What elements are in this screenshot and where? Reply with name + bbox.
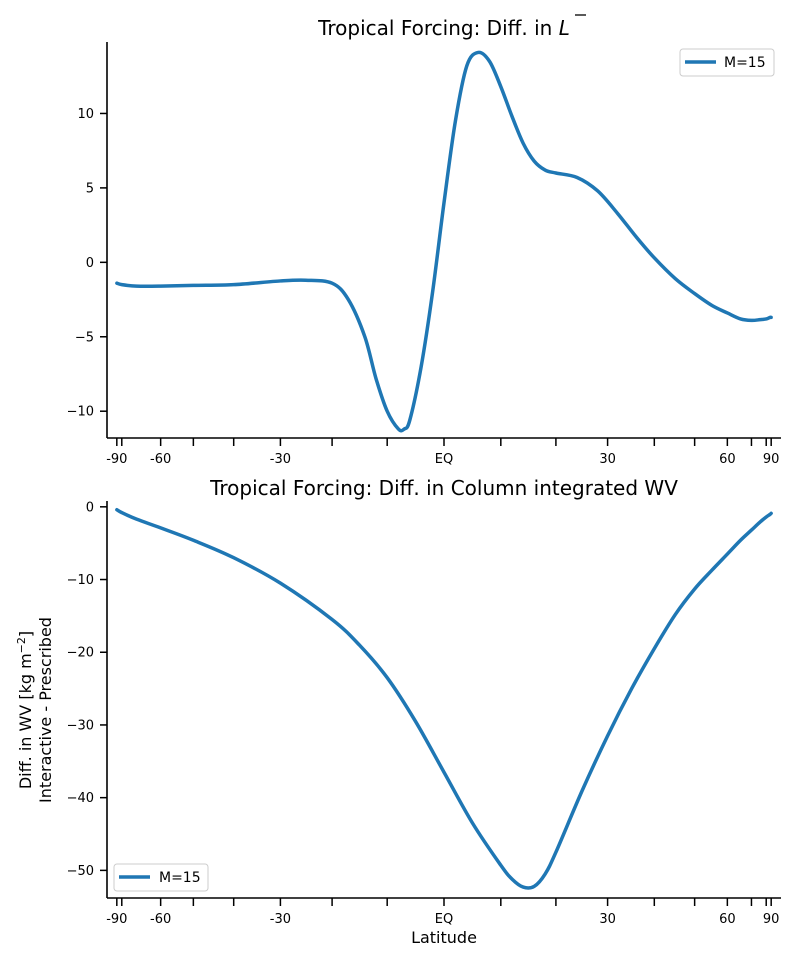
ylabel-part-b: ] <box>16 631 35 637</box>
bottom-legend: M=15 <box>113 863 209 892</box>
x-tick-label: -30 <box>270 912 291 927</box>
bottom-x-ticks: -90 -60 -30 EQ 30 60 90 <box>106 898 779 927</box>
ylabel-exponent: −2 <box>15 637 28 653</box>
panel-bottom: Tropical Forcing: Diff. in Column integr… <box>15 476 781 947</box>
x-tick-label: 90 <box>763 912 780 927</box>
x-tick-label: 60 <box>719 452 736 467</box>
x-tick-label: -90 <box>106 452 127 467</box>
x-tick-label: EQ <box>435 912 453 927</box>
y-tick-label: 5 <box>86 181 94 196</box>
y-tick-label: −10 <box>67 405 94 420</box>
top-title-symbol: L <box>559 16 570 40</box>
bottom-legend-label: M=15 <box>159 870 201 886</box>
y-tick-label: 0 <box>86 500 94 515</box>
x-tick-label: 60 <box>719 912 736 927</box>
y-tick-label: −50 <box>67 864 94 879</box>
y-tick-label: 10 <box>77 107 94 122</box>
y-tick-label: −10 <box>67 573 94 588</box>
y-tick-label: −5 <box>75 330 94 345</box>
x-tick-label: 30 <box>599 452 616 467</box>
top-x-ticks: -90 -60 -30 EQ 30 60 90 <box>106 438 779 467</box>
bottom-x-axis-label: Latitude <box>411 928 477 947</box>
bottom-y-axis-label-line-2: Interactive - Prescribed <box>36 617 55 803</box>
y-tick-label: −20 <box>67 646 94 661</box>
bottom-y-axis-label: Diff. in WV [kg m−2] Interactive - Presc… <box>15 617 56 803</box>
top-title-text: Tropical Forcing: Diff. in <box>317 16 559 40</box>
x-tick-label: -90 <box>106 912 127 927</box>
bottom-y-axis-label-line-1: Diff. in WV [kg m−2] <box>15 631 36 789</box>
x-tick-label: -30 <box>270 452 291 467</box>
bottom-legend-box <box>113 863 209 892</box>
top-legend-label: M=15 <box>724 55 766 71</box>
bottom-title: Tropical Forcing: Diff. in Column integr… <box>209 476 678 500</box>
y-tick-label: −30 <box>67 718 94 733</box>
y-tick-label: −40 <box>67 791 94 806</box>
x-tick-label: -60 <box>150 452 171 467</box>
top-legend-box <box>679 48 775 77</box>
top-series-line <box>115 50 773 433</box>
x-tick-label: -60 <box>150 912 171 927</box>
bottom-series-line <box>115 507 773 890</box>
x-tick-label: EQ <box>435 452 453 467</box>
ylabel-part-a: Diff. in WV [kg m <box>16 653 35 789</box>
x-tick-label: 30 <box>599 912 616 927</box>
x-tick-label: 90 <box>763 452 780 467</box>
top-title: Tropical Forcing: Diff. in L <box>317 16 570 40</box>
panel-top: Tropical Forcing: Diff. in L −10 −5 0 5 10 -… <box>67 14 781 467</box>
y-tick-label: 0 <box>86 256 94 271</box>
bottom-y-ticks: −50 −40 −30 −20 −10 0 <box>67 500 107 879</box>
top-legend: M=15 <box>679 48 775 77</box>
top-y-ticks: −10 −5 0 5 10 <box>67 107 107 420</box>
